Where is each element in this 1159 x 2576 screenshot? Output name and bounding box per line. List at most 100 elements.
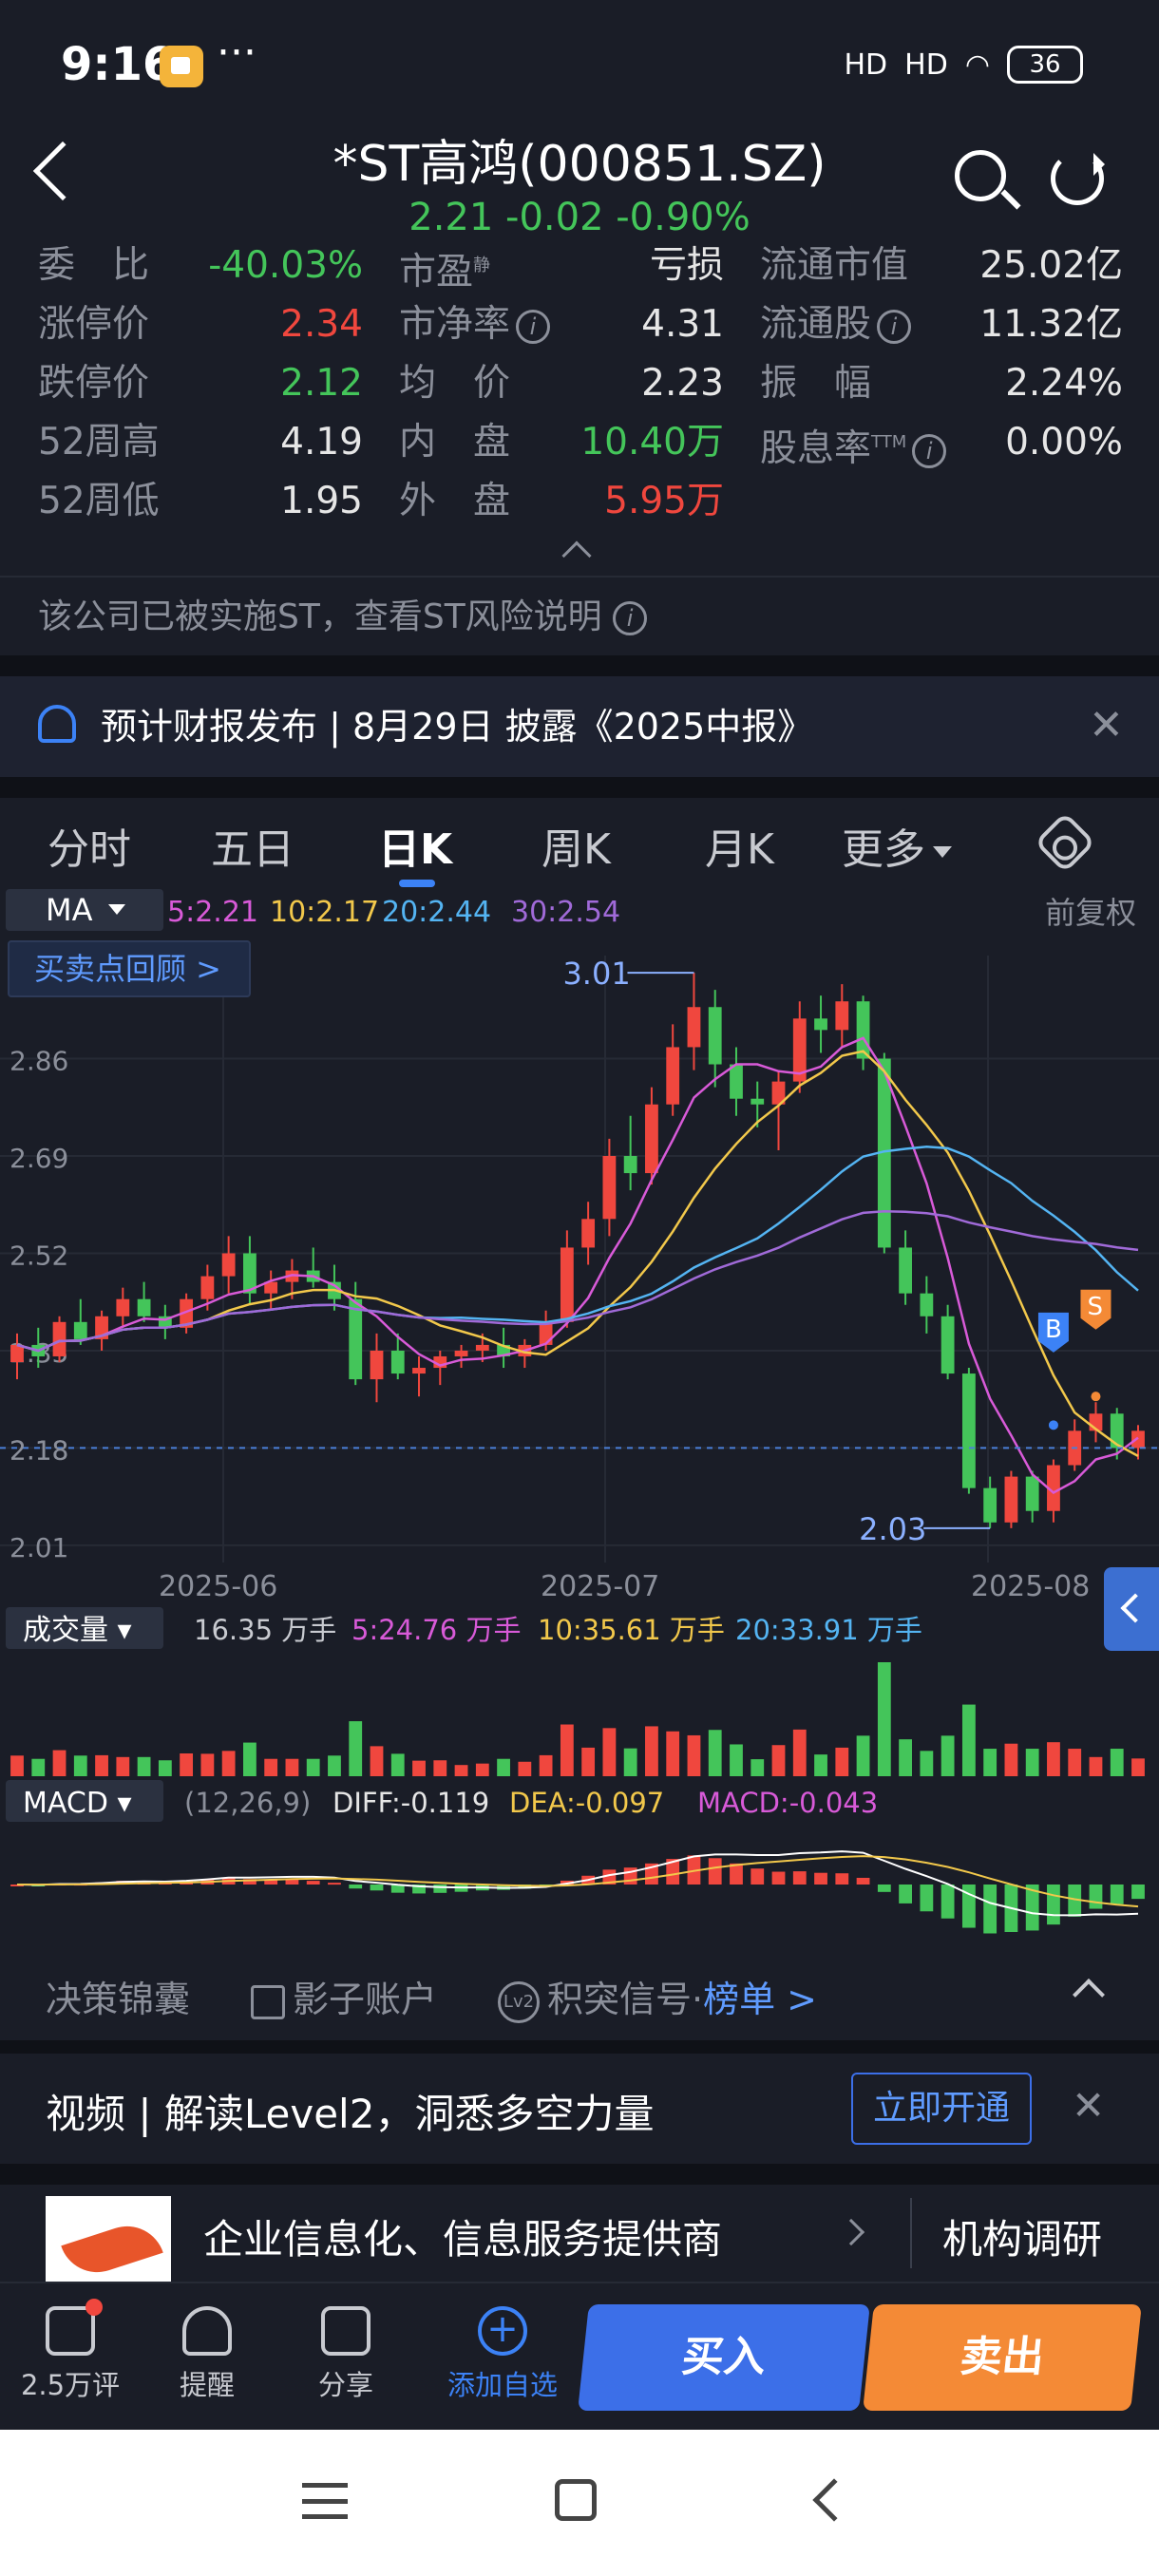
stat-value: 5.95万 bbox=[604, 480, 724, 522]
candle-body bbox=[581, 1219, 596, 1248]
tab-month-k[interactable]: 月K bbox=[705, 825, 774, 874]
active-tab-indicator bbox=[399, 880, 435, 887]
volume-bar bbox=[158, 1760, 172, 1776]
signal-icon-2: HD bbox=[904, 47, 948, 82]
macd-bar bbox=[708, 1858, 722, 1885]
volume-bar bbox=[10, 1755, 24, 1776]
tab-day-k[interactable]: 日K bbox=[378, 825, 453, 874]
kline-chart[interactable]: 2.862.692.522.352.182.012.183.012.03BS20… bbox=[0, 931, 1159, 1947]
decision-kit[interactable]: 决策锦囊 bbox=[46, 1979, 191, 2020]
candle-body bbox=[116, 1298, 130, 1316]
home-icon[interactable] bbox=[555, 2479, 597, 2521]
institution-research[interactable]: 机构调研 bbox=[942, 2216, 1103, 2263]
buy-button[interactable]: 买入 bbox=[578, 2304, 870, 2411]
stat-value: 25.02亿 bbox=[979, 244, 1123, 287]
candle-body bbox=[475, 1344, 489, 1351]
company-row[interactable]: 企业信息化、信息服务提供商 机构调研 bbox=[0, 2185, 1159, 2282]
alert-button[interactable]: 提醒 bbox=[150, 2283, 264, 2403]
macd-bar bbox=[771, 1871, 786, 1885]
ma-selector[interactable]: MA bbox=[6, 889, 163, 931]
sell-marker bbox=[1080, 1289, 1112, 1330]
volume-bar bbox=[475, 1763, 489, 1776]
collapse-icon[interactable] bbox=[1073, 1979, 1105, 2011]
divider bbox=[910, 2198, 912, 2268]
stat-value: 11.32亿 bbox=[979, 303, 1123, 346]
y-tick-label: 2.18 bbox=[10, 1434, 68, 1466]
tab-minute[interactable]: 分时 bbox=[48, 825, 131, 874]
tab-five-day[interactable]: 五日 bbox=[211, 825, 294, 874]
candle-body bbox=[687, 1007, 701, 1048]
macd-bar bbox=[433, 1885, 447, 1893]
candle-body bbox=[1004, 1476, 1018, 1523]
clock: 9:16 bbox=[61, 38, 175, 91]
share-icon bbox=[321, 2306, 370, 2356]
dropdown-arrow-icon bbox=[933, 846, 952, 858]
volume-bar bbox=[306, 1758, 320, 1776]
menu-icon[interactable] bbox=[302, 2483, 348, 2519]
macd-label: MACD ▾ bbox=[23, 1787, 132, 1820]
tab-more[interactable]: 更多 bbox=[842, 815, 952, 876]
review-trades-button[interactable]: 买卖点回顾 > bbox=[8, 940, 251, 997]
system-back-icon[interactable] bbox=[812, 2478, 856, 2522]
stat-value: 2.23 bbox=[641, 362, 724, 405]
candle-body bbox=[560, 1247, 574, 1322]
macd-bar bbox=[285, 1880, 299, 1885]
candle-body bbox=[792, 1018, 807, 1082]
tab-more-label: 更多 bbox=[842, 825, 925, 874]
st-risk-note[interactable]: 该公司已被实施ST，查看ST风险说明 i bbox=[38, 589, 648, 646]
st-risk-note-text: 该公司已被实施ST，查看ST风险说明 bbox=[38, 597, 602, 636]
tab-week-k[interactable]: 周K bbox=[542, 825, 611, 874]
candle-body bbox=[264, 1281, 278, 1294]
macd-bar bbox=[940, 1885, 955, 1919]
macd-bar bbox=[920, 1885, 934, 1912]
info-icon[interactable]: i bbox=[516, 309, 551, 344]
y-tick-label: 2.69 bbox=[10, 1143, 68, 1174]
adjust-mode[interactable]: 前复权 bbox=[1044, 895, 1136, 931]
macd-bar bbox=[792, 1871, 807, 1885]
ma30-value: 30:2.54 bbox=[511, 896, 621, 929]
volume-bar bbox=[370, 1746, 384, 1776]
info-icon[interactable]: i bbox=[912, 433, 947, 468]
company-logo bbox=[46, 2196, 171, 2282]
candle-body bbox=[730, 1064, 743, 1099]
search-icon[interactable] bbox=[955, 150, 1006, 201]
chart-icon bbox=[251, 1984, 285, 2019]
stat-label: 外 盘 bbox=[399, 480, 511, 522]
divider bbox=[0, 2040, 1159, 2054]
share-button[interactable]: 分享 bbox=[289, 2283, 403, 2403]
stat-value: 0.00% bbox=[1005, 421, 1123, 464]
sell-button[interactable]: 卖出 bbox=[863, 2304, 1142, 2411]
stat-value: 亏损 bbox=[649, 244, 724, 287]
candle-body bbox=[1131, 1430, 1145, 1449]
candle-body bbox=[10, 1344, 24, 1363]
comments-button[interactable]: 2.5万评 bbox=[13, 2283, 127, 2403]
ma20-value: 20:2.44 bbox=[382, 896, 492, 929]
settings-icon[interactable] bbox=[1034, 811, 1096, 874]
signal-ranking[interactable]: Lv2 积突信号·榜单 > bbox=[498, 1970, 817, 2023]
ma-legend: MA 5:2.21 10:2.17 20:2.44 30:2.54 前复权 bbox=[0, 889, 1159, 937]
volume-bar bbox=[116, 1756, 130, 1776]
earnings-banner[interactable]: 预计财报发布 | 8月29日 披露《2025中报》 ✕ bbox=[0, 676, 1159, 777]
add-watchlist-label: 添加自选 bbox=[446, 2369, 558, 2401]
volume-bar bbox=[1131, 1758, 1145, 1776]
collapse-chevron-icon[interactable] bbox=[561, 540, 592, 571]
period-tabs: 分时 五日 日K 周K 月K 更多 bbox=[0, 798, 1159, 893]
x-tick-label: 2025-06 bbox=[159, 1570, 277, 1603]
macd-bar bbox=[814, 1872, 827, 1885]
info-icon[interactable]: i bbox=[877, 309, 912, 344]
volume-bar bbox=[518, 1761, 532, 1776]
ranking-link[interactable]: 榜单 > bbox=[703, 1979, 818, 2020]
close-icon[interactable]: ✕ bbox=[1089, 701, 1124, 749]
comment-icon bbox=[46, 2299, 103, 2356]
macd-bar bbox=[750, 1868, 765, 1885]
volume-bar bbox=[940, 1735, 955, 1776]
close-icon[interactable]: ✕ bbox=[1072, 2082, 1106, 2129]
candle-body bbox=[666, 1047, 680, 1105]
refresh-icon[interactable] bbox=[1051, 152, 1105, 205]
candle-body bbox=[1047, 1465, 1060, 1511]
page-title: *ST高鸿(000851.SZ) bbox=[332, 136, 826, 193]
side-panel-toggle[interactable] bbox=[1104, 1567, 1159, 1651]
shadow-account[interactable]: 影子账户 bbox=[251, 1970, 437, 2022]
open-level2-button[interactable]: 立即开通 bbox=[851, 2073, 1032, 2145]
add-watchlist-button[interactable]: + 添加自选 bbox=[441, 2283, 564, 2403]
